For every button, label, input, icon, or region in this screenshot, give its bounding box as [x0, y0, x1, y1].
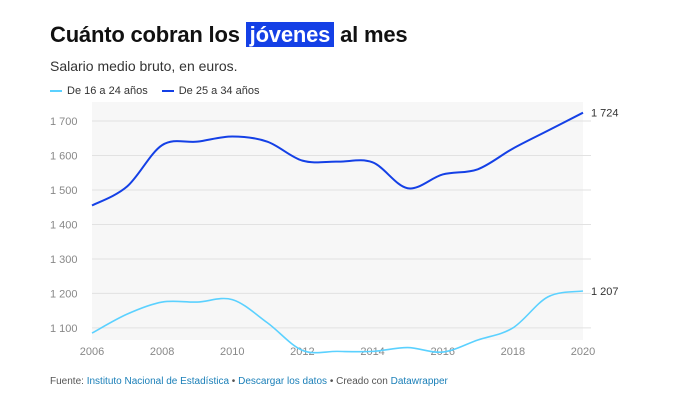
legend: De 16 a 24 años De 25 a 34 años: [50, 85, 259, 97]
y-tick-label: 1 400: [50, 219, 78, 231]
chart-title: Cuánto cobran los jóvenes al mes: [50, 22, 408, 48]
y-tick-label: 1 200: [50, 288, 78, 300]
series-line-25-34: [91, 111, 584, 207]
source-link[interactable]: Instituto Nacional de Estadística: [86, 376, 230, 387]
download-data-link[interactable]: Descargar los datos: [238, 376, 328, 387]
x-tick-label: 2010: [220, 346, 244, 358]
legend-swatch-25-34: [161, 90, 174, 92]
y-tick-label: 1 700: [50, 116, 78, 128]
y-tick-label: 1 300: [50, 254, 78, 266]
y-tick-label: 1 100: [50, 323, 78, 335]
footer-separator: •: [231, 376, 236, 387]
footer-source-label: Fuente:: [50, 376, 84, 387]
x-tick-label: 2008: [150, 346, 174, 358]
legend-swatch-16-24: [50, 90, 62, 92]
plot-background: [92, 102, 583, 340]
end-label-16-24: 1 207: [591, 286, 619, 298]
footer-created-label: Creado con: [336, 376, 388, 387]
legend-item-16-24: De 16 a 24 años: [50, 85, 148, 97]
title-text-end: al mes: [340, 22, 408, 47]
x-tick-label: 2012: [290, 346, 314, 358]
legend-item-25-34: De 25 a 34 años: [161, 85, 260, 97]
title-highlight: jóvenes: [245, 22, 335, 47]
title-text-start: Cuánto cobran los: [50, 22, 240, 47]
legend-label-16-24: De 16 a 24 años: [67, 85, 148, 97]
footer: Fuente: Instituto Nacional de Estadístic…: [50, 376, 448, 387]
y-tick-label: 1 500: [50, 185, 78, 197]
x-tick-label: 2018: [501, 346, 525, 358]
series-line-16-24: [91, 290, 584, 354]
footer-separator: •: [329, 376, 334, 387]
y-tick-label: 1 600: [50, 150, 78, 162]
x-tick-label: 2006: [80, 346, 104, 358]
end-label-25-34: 1 724: [591, 108, 619, 120]
legend-label-25-34: De 25 a 34 años: [178, 85, 260, 97]
x-tick-label: 2020: [571, 346, 595, 358]
chart-subtitle: Salario medio bruto, en euros.: [50, 58, 238, 74]
datawrapper-link[interactable]: Datawrapper: [390, 376, 448, 387]
